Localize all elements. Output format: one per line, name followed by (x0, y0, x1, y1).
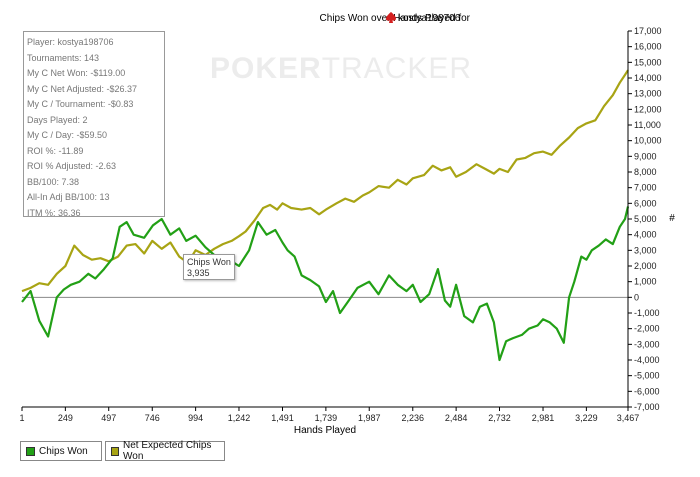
y-tick-label: 15,000 (634, 57, 662, 67)
x-tick-label: 746 (145, 413, 160, 423)
y-tick-label: -5,000 (634, 371, 660, 381)
x-tick-label: 3,229 (575, 413, 598, 423)
x-tick-label: 1,491 (271, 413, 294, 423)
x-tick-label: 2,484 (445, 413, 468, 423)
stat-roi-adjusted: ROI % Adjusted: -2.63 (27, 161, 117, 171)
tooltip-label: Chips Won (187, 257, 231, 267)
x-tick-label: 1,242 (228, 413, 251, 423)
legend-chips-won-swatch (26, 446, 35, 456)
y-tick-label: 17,000 (634, 26, 662, 36)
x-tick-label: 994 (188, 413, 203, 423)
y-tick-label: 2,000 (634, 261, 657, 271)
stat-net-won: My C Net Won: -$119.00 (27, 68, 126, 78)
x-tick-label: 2,981 (532, 413, 555, 423)
x-tick-label: 3,467 (617, 413, 640, 423)
y-tick-label: 5,000 (634, 214, 657, 224)
stat-tournaments: Tournaments: 143 (27, 52, 100, 63)
stat-bb-100: BB/100: 7.38 (27, 176, 80, 187)
y-tick-label: 14,000 (634, 73, 662, 83)
series-group (21, 69, 630, 362)
y-tick-group: 17,000 16,000 15,000 14,000 13,000 12,000 11,0… (628, 26, 662, 412)
y-tick-label: -3,000 (634, 339, 660, 349)
y-tick-label: 9,000 (634, 151, 657, 161)
legend-chips-won[interactable]: Chips Won (20, 441, 102, 461)
legend-net-expected[interactable]: Net Expected Chips Won (105, 440, 225, 462)
y-tick-label: 7,000 (634, 183, 657, 193)
stat-days-played: Days Played: 2 (27, 114, 88, 125)
chips-won-tooltip: Chips Won 3,935 (183, 254, 235, 280)
y-tick-label: -7,000 (634, 402, 660, 412)
player-stats-box: Player: kostya198706 Tournaments: 143 My… (23, 31, 165, 218)
x-tick-label: 2,236 (402, 413, 425, 423)
y-tick-label: 3,000 (634, 245, 657, 255)
y-tick-label: 4,000 (634, 230, 657, 240)
pokertracker-watermark-logo: POKERTRACKER (210, 52, 472, 86)
y-axis-title: # (669, 213, 675, 224)
legend-net-expected-label: Net Expected Chips Won (123, 440, 212, 462)
watermark-thin: TRACKER (321, 52, 473, 85)
stat-itm: ITM %: 36.36 (27, 207, 81, 218)
x-tick-label: 1 (19, 413, 24, 423)
legend-net-expected-swatch (111, 446, 120, 456)
stat-net-adjusted: My C Net Adjusted: -$26.37 (27, 83, 138, 94)
tooltip-value: 3,935 (187, 268, 210, 278)
y-tick-label: 13,000 (634, 89, 662, 99)
x-tick-label: 1,987 (358, 413, 381, 423)
x-tick-label: 2,732 (488, 413, 511, 423)
watermark-bold: POKER (210, 52, 322, 85)
stat-per-tournament: My C / Tournament: -$0.83 (27, 99, 134, 109)
y-tick-label: 1,000 (634, 277, 657, 287)
series-line-chips-won (21, 206, 630, 362)
y-tick-label: -1,000 (634, 308, 660, 318)
series-line-net-expected (21, 69, 629, 293)
y-tick-label: 8,000 (634, 167, 657, 177)
y-tick-label: -4,000 (634, 355, 660, 365)
y-tick-label: -6,000 (634, 386, 660, 396)
x-tick-label: 497 (101, 413, 116, 423)
spade-icon (386, 12, 396, 23)
stat-allin-adj-bb-100: All-In Adj BB/100: 13 (27, 192, 110, 202)
y-tick-label: 6,000 (634, 198, 657, 208)
x-tick-label: 249 (58, 413, 73, 423)
legend-chips-won-label: Chips Won (39, 445, 88, 457)
stat-player: Player: kostya198706 (27, 37, 114, 47)
chart-title-player: kostya198706 (398, 13, 461, 24)
y-tick-label: 0 (634, 292, 639, 302)
x-tick-group: 1 249 497 746 994 1,242 1,491 1,739 1,987 2,236 2,… (19, 407, 639, 423)
stat-per-day: My C / Day: -$59.50 (27, 130, 108, 140)
y-tick-label: -2,000 (634, 324, 660, 334)
x-tick-label: 1,739 (315, 413, 338, 423)
x-axis-title: Hands Played (294, 425, 356, 436)
y-tick-label: 11,000 (634, 120, 661, 130)
y-tick-label: 12,000 (634, 104, 662, 114)
y-tick-label: 16,000 (634, 42, 662, 52)
stat-roi: ROI %: -11.89 (27, 145, 84, 156)
y-tick-label: 10,000 (634, 136, 662, 146)
